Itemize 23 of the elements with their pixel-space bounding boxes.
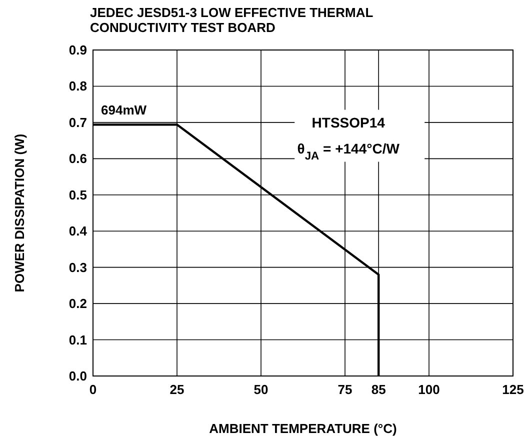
- y-tick-label: 0.4: [68, 224, 88, 239]
- x-tick-label: 75: [338, 382, 352, 397]
- x-tick-label: 85: [371, 382, 386, 397]
- y-tick-label: 0.0: [68, 368, 87, 384]
- x-tick-label: 50: [254, 382, 268, 397]
- y-tick-label: 0.2: [68, 296, 87, 312]
- y-tick-label: 0.5: [68, 187, 87, 202]
- x-tick-label: 25: [170, 382, 184, 397]
- y-tick-label: 0.7: [68, 114, 87, 130]
- annotation: 694mW: [101, 102, 148, 118]
- x-axis-title: AMBIENT TEMPERATURE (°C): [209, 421, 397, 436]
- annotation: HTSSOP14: [312, 114, 386, 130]
- x-tick-label: 125: [502, 382, 524, 397]
- y-tick-label: 0.9: [68, 42, 87, 58]
- y-tick-label: 0.1: [68, 332, 87, 348]
- y-tick-label: 0.8: [68, 78, 87, 94]
- chart-title: JEDEC JESD51-3 LOW EFFECTIVE THERMAL CONDUCTIVITY TEST BOARD: [90, 5, 374, 35]
- y-axis-title: POWER DISSIPATION (W): [12, 134, 27, 292]
- annotation: θ$_{JA}$ = +144°C/W: [297, 140, 400, 162]
- x-tick-label: 0: [89, 382, 97, 397]
- y-tick-label: 0.6: [68, 151, 87, 166]
- x-tick-label: 100: [418, 382, 440, 397]
- y-tick-label: 0.3: [68, 260, 87, 275]
